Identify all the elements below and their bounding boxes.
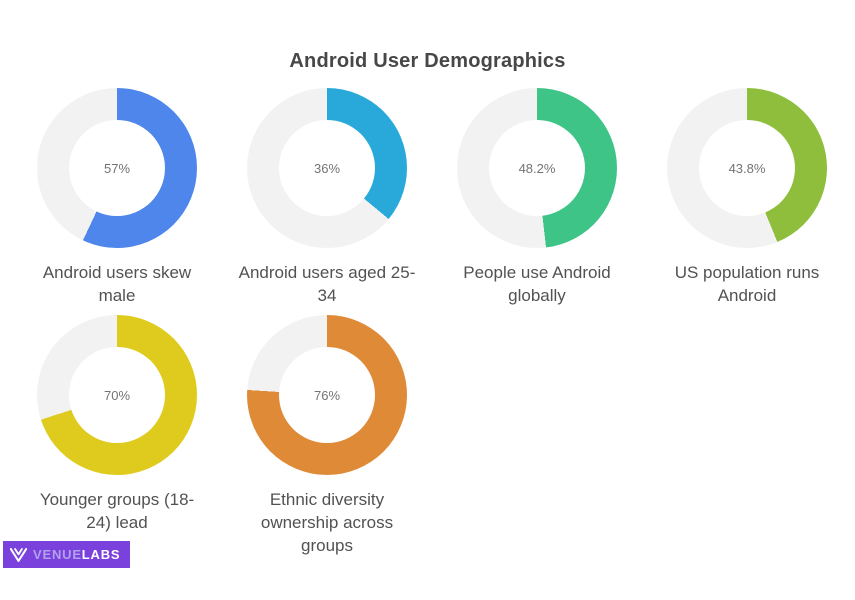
donut-chart: 48.2%	[457, 88, 617, 248]
brand-primary-text: VENUE	[33, 547, 82, 562]
venuelabs-wordmark: VENUELABS	[33, 548, 120, 561]
donut-hole: 48.2%	[489, 120, 585, 216]
donut-value: 43.8%	[728, 160, 766, 176]
donut-hole: 36%	[279, 120, 375, 216]
donut-chart: 76%	[247, 315, 407, 475]
venuelabs-v-icon	[10, 547, 27, 562]
donut-label: Younger groups (18- 24) lead	[39, 490, 195, 532]
donut-grid: 57% Android users skew male 36% Android …	[12, 88, 852, 555]
donut-label: People use Android globally	[463, 263, 611, 305]
donut-hole: 76%	[279, 347, 375, 443]
page-title: Android User Demographics	[289, 50, 566, 72]
donut-value: 70%	[103, 387, 131, 403]
donut-chart: 43.8%	[667, 88, 827, 248]
donut-card-android-users-aged-25-34: 36% Android users aged 25- 34	[222, 88, 432, 315]
donut-chart: 57%	[37, 88, 197, 248]
donut-card-us-population-runs-android: 43.8% US population runs Android	[642, 88, 852, 315]
donut-hole: 43.8%	[699, 120, 795, 216]
donut-hole: 70%	[69, 347, 165, 443]
donut-label: Android users aged 25- 34	[238, 263, 416, 305]
venuelabs-logo[interactable]: VENUELABS	[3, 541, 131, 568]
donut-card-android-users-skew-male: 57% Android users skew male	[12, 88, 222, 315]
donut-label: Android users skew male	[42, 263, 192, 305]
donut-label: Ethnic diversity ownership across groups	[260, 490, 394, 555]
donut-card-ethnic-diversity-ownership: 76% Ethnic diversity ownership across gr…	[222, 315, 432, 555]
donut-card-younger-groups-lead: 70% Younger groups (18- 24) lead	[12, 315, 222, 542]
donut-hole: 57%	[69, 120, 165, 216]
donut-value: 36%	[313, 160, 341, 176]
brand-secondary-text: LABS	[81, 547, 121, 562]
donut-card-people-use-android-globally: 48.2% People use Android globally	[432, 88, 642, 315]
donut-chart: 70%	[37, 315, 197, 475]
donut-value: 76%	[313, 387, 341, 403]
donut-value: 48.2%	[518, 160, 556, 176]
donut-value: 57%	[103, 160, 131, 176]
donut-chart: 36%	[247, 88, 407, 248]
donut-label: US population runs Android	[674, 263, 820, 305]
